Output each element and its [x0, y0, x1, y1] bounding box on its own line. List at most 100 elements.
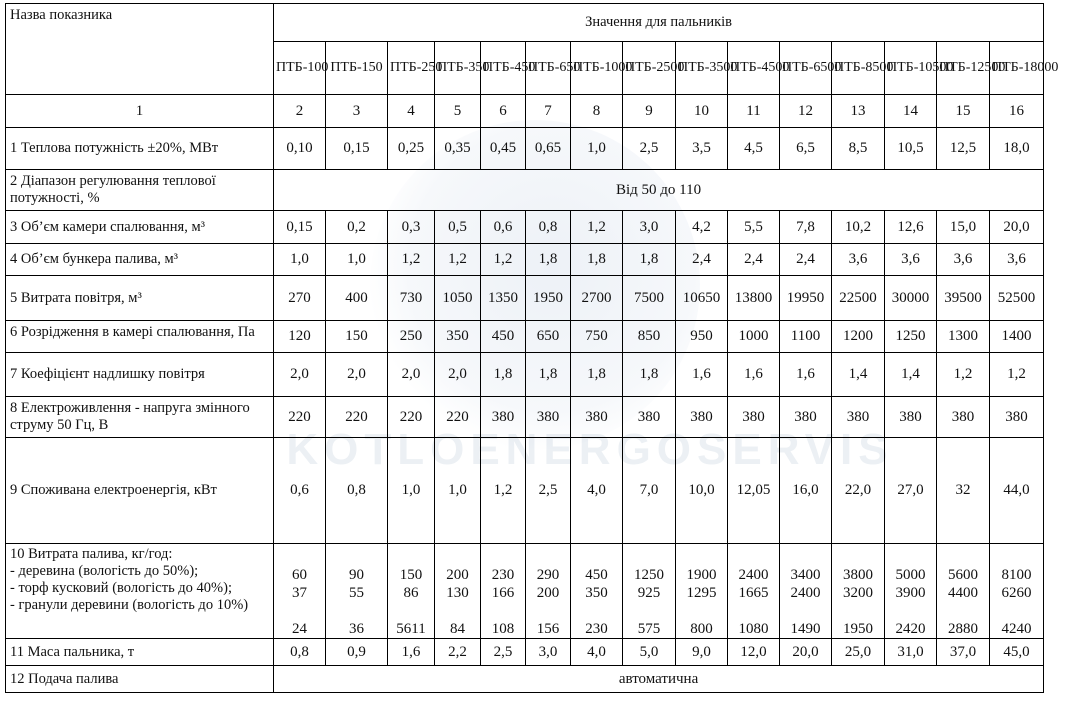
peat-value: 86	[403, 585, 419, 601]
table-row: 8 Електроживлення - напруга змінного стр…	[5, 396, 1071, 438]
value-cell: 1,2	[480, 243, 526, 276]
value-cell: 1,0	[273, 243, 326, 276]
wood-value: 1900	[686, 567, 717, 583]
peat-value: 4400	[948, 585, 978, 601]
value-cell: 7,8	[779, 210, 832, 244]
value-cell: 2,0	[273, 352, 326, 397]
burner-model-header: ПТБ-450	[480, 41, 535, 95]
value-cell: 220	[434, 396, 481, 438]
burner-model-header: ПТБ-10500	[884, 41, 953, 95]
value-cell: 0,8	[525, 210, 571, 244]
row-label: 7 Коефіцієнт надлишку повітря	[5, 352, 274, 397]
burner-model-header: ПТБ-1000	[570, 41, 632, 95]
value-cell: 1,2	[936, 352, 990, 397]
value-cell: 250	[387, 320, 435, 353]
value-cell: 380	[831, 396, 885, 438]
burner-model-header: ПТБ-18000	[988, 41, 1058, 95]
value-cell: 1,8	[622, 352, 676, 397]
value-cell: 750	[570, 320, 623, 353]
row-label-line: - деревина (вологість до 50%);	[10, 563, 199, 579]
value-cell: 1,4	[831, 352, 885, 397]
value-cell: 30000	[884, 275, 937, 321]
value-cell: 0,8	[325, 437, 388, 544]
wood-value: 450	[585, 567, 608, 583]
wood-value: 90	[349, 567, 364, 583]
value-cell: 10650	[675, 275, 728, 321]
column-number: 9	[622, 94, 676, 128]
row-label: 8 Електроживлення - напруга змінного стр…	[5, 396, 274, 438]
value-cell: 5,5	[727, 210, 780, 244]
value-cell: 2,0	[325, 352, 388, 397]
column-number: 8	[570, 94, 623, 128]
value-cell: 1,8	[570, 352, 623, 397]
column-number: 13	[831, 94, 885, 128]
value-cell: 4,2	[675, 210, 728, 244]
wood-value: 200	[446, 567, 469, 583]
value-cell: 150	[325, 320, 388, 353]
wood-value: 60	[292, 567, 307, 583]
value-cell: 2,5	[622, 127, 676, 170]
value-cell: 7,0	[622, 437, 676, 544]
value-cell: 0,10	[273, 127, 326, 170]
peat-value: 37	[292, 585, 307, 601]
value-cell: 0,2	[325, 210, 388, 244]
fuel-consumption-cell: 8100 6260 4240	[988, 543, 1045, 639]
value-cell: 380	[727, 396, 780, 438]
value-cell: 380	[936, 396, 990, 438]
peat-value: 925	[637, 585, 661, 601]
column-number: 1	[5, 94, 274, 128]
pellets-value: 2880	[948, 621, 978, 637]
column-number: 2	[273, 94, 326, 128]
value-cell: 1,0	[325, 243, 388, 276]
wood-value: 3800	[843, 567, 873, 583]
value-cell: 1,8	[480, 352, 526, 397]
column-number: 3	[325, 94, 388, 128]
value-cell: 32	[936, 437, 990, 544]
burner-model-header: ПТБ-8500	[831, 41, 893, 95]
pellets-value: 108	[491, 621, 515, 637]
value-cell: 52500	[988, 275, 1045, 321]
value-cell: 380	[480, 396, 526, 438]
value-cell: 0,5	[434, 210, 481, 244]
wood-value: 5600	[948, 567, 978, 583]
value-cell: 1,0	[570, 127, 623, 170]
column-number: 16	[988, 94, 1045, 128]
value-cell: 450	[480, 320, 526, 353]
value-cell: 220	[325, 396, 388, 438]
peat-value: 350	[585, 585, 608, 601]
value-cell: 3,5	[675, 127, 728, 170]
value-cell: 380	[570, 396, 623, 438]
fuel-consumption-cell: 5600 4400 2880	[936, 543, 990, 639]
pellets-value: 24	[292, 621, 307, 637]
row-label: 9 Споживана електроенергія, кВт	[5, 437, 274, 544]
value-cell: 4,0	[570, 437, 623, 544]
table-row: 5 Витрата повітря, м³ 270 400 730 1050 1350 19…	[5, 275, 1071, 321]
value-cell: 25,0	[831, 638, 885, 666]
value-cell: 0,45	[480, 127, 526, 170]
value-cell: 0,6	[273, 437, 326, 544]
burner-model-header: ПТБ-350	[434, 41, 489, 95]
value-cell: 1,2	[480, 437, 526, 544]
fuel-consumption-cell: 5000 3900 2420	[884, 543, 937, 639]
value-cell: 16,0	[779, 437, 832, 544]
wood-value: 290	[536, 567, 560, 583]
peat-value: 1665	[738, 585, 769, 601]
value-cell: 4,0	[570, 638, 623, 666]
name-column-header: Назва показника	[5, 3, 274, 95]
value-cell: 1,0	[387, 437, 435, 544]
fuel-consumption-cell: 90 55 36	[325, 543, 388, 639]
value-cell: 1,0	[434, 437, 481, 544]
value-cell: 2,5	[525, 437, 571, 544]
value-cell: 1,4	[884, 352, 937, 397]
pellets-value: 230	[585, 621, 608, 637]
pellets-value: 2420	[895, 621, 926, 637]
value-cell: 2,4	[675, 243, 728, 276]
header-row: Назва показника Значення для пальників	[5, 3, 1071, 95]
peat-value: 200	[536, 585, 560, 601]
burner-model-header: ПТБ-2500	[622, 41, 684, 95]
value-cell: 0,3	[387, 210, 435, 244]
table-row: 1 Теплова потужність ±20%, МВт 0,10 0,15 0,…	[5, 127, 1071, 170]
pellets-value: 1080	[738, 621, 769, 637]
row-label: 11 Маса пальника, т	[5, 638, 274, 666]
value-cell: 950	[675, 320, 728, 353]
